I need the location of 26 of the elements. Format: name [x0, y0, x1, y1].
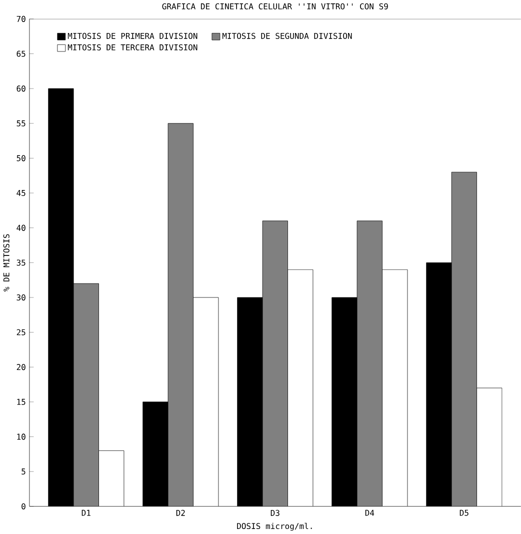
y-tick-label: 10	[17, 434, 26, 440]
y-tick-label: 15	[17, 398, 26, 405]
y-tick-label: 30	[16, 294, 26, 300]
chart-title: GRAFICA DE CINETICA CELULAR ''IN VITRO'' CON S9	[162, 3, 388, 10]
x-axis-title: DOSIS microg/ml.	[237, 522, 312, 531]
y-axis-title: % DE MITOSIS	[3, 234, 10, 292]
x-tick-label: D2	[176, 510, 185, 516]
x-tick-label: D1	[82, 510, 90, 516]
legend-label: MITOSIS DE SEGUNDA DIVISION	[222, 32, 352, 39]
y-tick-label: 0	[22, 503, 26, 510]
y-tick-label: 55	[16, 120, 26, 126]
y-tick-label: 35	[16, 260, 26, 266]
x-tick-label: D5	[460, 510, 468, 516]
y-tick-label: 45	[16, 190, 26, 196]
legend-label: MITOSIS DE TERCERA DIVISION	[68, 44, 198, 50]
legend-label: MITOSIS DE PRIMERA DIVISION	[68, 32, 198, 39]
y-tick-label: 65	[16, 50, 26, 57]
y-tick-label: 70	[16, 16, 26, 22]
y-tick-label: 60	[16, 86, 26, 92]
y-tick-label: 5	[22, 468, 26, 475]
x-tick-label: D4	[365, 510, 374, 516]
x-tick-label: D3	[270, 510, 280, 516]
y-tick-label: 50	[16, 155, 26, 162]
y-tick-label: 20	[16, 364, 26, 370]
y-tick-label: 25	[16, 329, 26, 336]
y-tick-label: 40	[16, 224, 26, 231]
